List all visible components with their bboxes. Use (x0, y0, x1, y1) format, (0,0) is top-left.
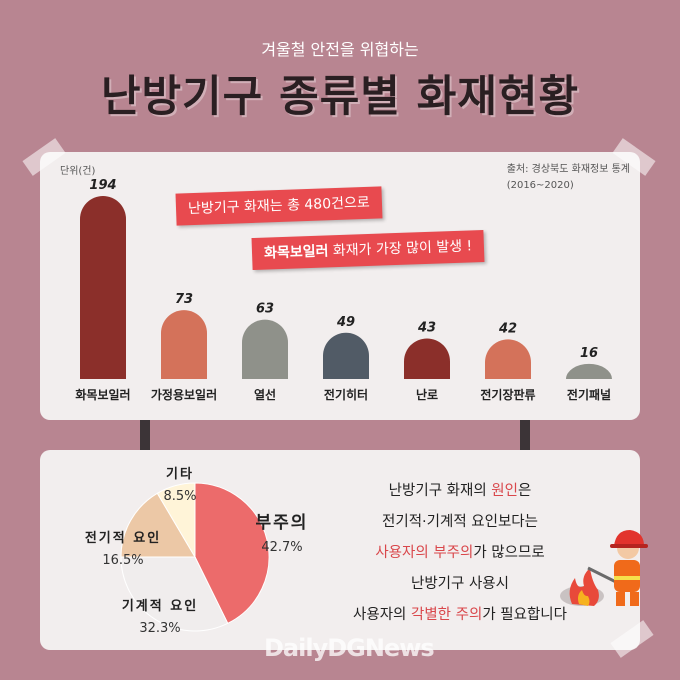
bar-6 (566, 363, 612, 379)
pie-slice-0 (194, 482, 270, 625)
bar-category-label: 열선 (254, 387, 276, 402)
board-pole-right (520, 420, 530, 450)
source-note: 출처: 경상북도 화재정보 통계 (2016~2020) (507, 162, 630, 194)
source-years: (2016~2020) (506, 180, 574, 191)
bar-category-label: 전기패널 (567, 387, 611, 402)
message-line-5: 사용자의 각별한 주의가 필요합니다 (300, 600, 620, 631)
pie-label: 기타 (166, 466, 194, 482)
pie-label: 기계적 요인 (122, 598, 198, 614)
bar-0 (80, 196, 126, 379)
msg-text: 사용자의 (353, 607, 411, 623)
bar-category-label: 화목보일러 (75, 387, 130, 402)
unit-label: 단위(건) (60, 166, 96, 177)
bar-value-label: 42 (498, 321, 517, 336)
bar-category-label: 난로 (416, 388, 438, 402)
pie-label: 전기적 요인 (85, 530, 161, 546)
source-line: 출처: 경상북도 화재정보 통계 (506, 164, 630, 175)
bar-value-label: 49 (336, 315, 355, 330)
msg-highlight: 사용자의 부주의 (375, 545, 474, 561)
bar-2 (242, 319, 288, 379)
msg-highlight: 각별한 주의 (411, 607, 483, 623)
bar-3 (323, 332, 369, 379)
message-line-3: 사용자의 부주의가 많으므로 (300, 538, 620, 569)
publisher-logo: DailyDGNews (264, 634, 435, 662)
pie-slice-2 (120, 492, 196, 558)
bar-4 (404, 338, 450, 379)
bar-value-label: 73 (175, 292, 193, 307)
msg-text: 가 필요합니다 (482, 607, 567, 623)
bar-value-label: 16 (580, 346, 598, 361)
message-line-2: 전기적·기계적 요인보다는 (382, 514, 538, 530)
message-line-1: 난방기구 화재의 원인은 (300, 476, 620, 507)
bar-5 (485, 339, 531, 379)
bar-1 (161, 310, 207, 379)
bar-value-label: 63 (256, 302, 274, 317)
bar-value-label: 194 (89, 178, 116, 193)
pie-slice-3 (156, 482, 196, 559)
bar-value-label: 43 (417, 320, 436, 335)
board-pole-left (140, 420, 150, 450)
bar-category-label: 가정용보일러 (151, 387, 217, 402)
bar-category-label: 전기장판류 (480, 387, 535, 402)
pie-label: 부주의 (256, 513, 309, 533)
pie-value: 32.3% (139, 621, 180, 636)
page-subtitle: 겨울철 안전을 위협하는 (261, 40, 419, 59)
page-title: 난방기구 종류별 화재현황 (100, 72, 580, 122)
message-line-4: 난방기구 사용시 (411, 576, 509, 592)
msg-text: 가 많으므로 (473, 545, 545, 561)
cause-message: 난방기구 화재의 원인은 전기적·기계적 요인보다는 사용자의 부주의가 많으므… (300, 476, 620, 631)
pie-value: 16.5% (102, 553, 143, 568)
msg-text: 난방기구 화재의 (388, 483, 492, 499)
pie-value: 8.5% (163, 489, 196, 504)
msg-highlight: 원인 (491, 483, 518, 499)
bar-category-label: 전기히터 (324, 387, 368, 402)
pie-slice-1 (120, 556, 229, 632)
pie-value: 42.7% (261, 540, 302, 555)
msg-text: 은 (517, 483, 532, 499)
